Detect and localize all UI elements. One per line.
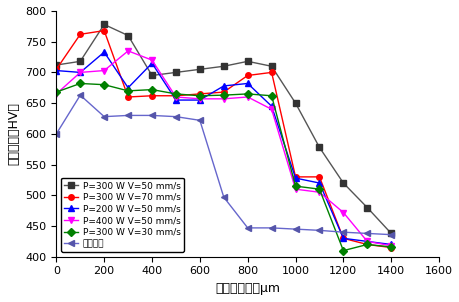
P=400 W V=50 mm/s bbox=[149, 58, 154, 62]
P=400 W V=50 mm/s bbox=[101, 69, 106, 72]
Line: P=200 W V=50 mm/s: P=200 W V=50 mm/s bbox=[53, 49, 393, 247]
P=300 W V=30 mm/s bbox=[101, 83, 106, 86]
未经处理 bbox=[268, 226, 274, 230]
P=200 W V=50 mm/s bbox=[244, 82, 250, 85]
P=400 W V=50 mm/s bbox=[364, 239, 369, 243]
未经处理 bbox=[292, 227, 297, 231]
P=300 W V=70 mm/s bbox=[244, 74, 250, 77]
P=300 W V=30 mm/s bbox=[316, 187, 321, 191]
Line: P=400 W V=50 mm/s: P=400 W V=50 mm/s bbox=[53, 48, 393, 249]
P=300 W V=70 mm/s bbox=[77, 33, 83, 36]
P=400 W V=50 mm/s bbox=[292, 187, 297, 191]
Line: 未经处理: 未经处理 bbox=[53, 92, 393, 237]
P=300 W V=50 mm/s bbox=[268, 64, 274, 68]
P=300 W V=70 mm/s bbox=[125, 95, 130, 99]
P=300 W V=50 mm/s bbox=[316, 146, 321, 149]
Line: P=300 W V=70 mm/s: P=300 W V=70 mm/s bbox=[53, 28, 393, 250]
P=300 W V=50 mm/s bbox=[220, 64, 226, 68]
P=200 W V=50 mm/s bbox=[101, 50, 106, 54]
未经处理 bbox=[173, 115, 178, 118]
未经处理 bbox=[220, 195, 226, 199]
P=300 W V=70 mm/s bbox=[387, 246, 393, 249]
P=300 W V=50 mm/s bbox=[77, 59, 83, 63]
P=300 W V=70 mm/s bbox=[364, 243, 369, 246]
P=300 W V=70 mm/s bbox=[316, 175, 321, 179]
P=200 W V=50 mm/s bbox=[387, 243, 393, 246]
P=200 W V=50 mm/s bbox=[196, 98, 202, 102]
P=300 W V=70 mm/s bbox=[220, 90, 226, 94]
Y-axis label: 显微硬度（HV）: 显微硬度（HV） bbox=[7, 102, 20, 165]
X-axis label: 距表面距离／μm: 距表面距离／μm bbox=[215, 282, 280, 295]
P=300 W V=50 mm/s bbox=[125, 34, 130, 37]
P=300 W V=50 mm/s bbox=[340, 181, 345, 185]
P=400 W V=50 mm/s bbox=[196, 97, 202, 101]
P=300 W V=70 mm/s bbox=[196, 92, 202, 96]
P=300 W V=30 mm/s bbox=[364, 243, 369, 246]
P=300 W V=50 mm/s bbox=[292, 101, 297, 105]
P=400 W V=50 mm/s bbox=[173, 95, 178, 99]
P=400 W V=50 mm/s bbox=[387, 244, 393, 248]
P=300 W V=50 mm/s bbox=[364, 206, 369, 209]
P=200 W V=50 mm/s bbox=[173, 98, 178, 102]
P=300 W V=30 mm/s bbox=[77, 82, 83, 85]
未经处理 bbox=[340, 230, 345, 234]
未经处理 bbox=[387, 233, 393, 236]
P=300 W V=30 mm/s bbox=[196, 94, 202, 98]
未经处理 bbox=[364, 232, 369, 235]
P=300 W V=50 mm/s bbox=[387, 232, 393, 235]
P=200 W V=50 mm/s bbox=[292, 176, 297, 180]
P=400 W V=50 mm/s bbox=[316, 191, 321, 194]
P=300 W V=30 mm/s bbox=[292, 184, 297, 188]
P=300 W V=70 mm/s bbox=[101, 29, 106, 32]
P=400 W V=50 mm/s bbox=[220, 97, 226, 101]
P=300 W V=30 mm/s bbox=[125, 89, 130, 93]
P=200 W V=50 mm/s bbox=[53, 69, 59, 72]
未经处理 bbox=[125, 114, 130, 117]
P=300 W V=30 mm/s bbox=[268, 94, 274, 98]
Line: P=300 W V=30 mm/s: P=300 W V=30 mm/s bbox=[53, 81, 393, 253]
P=300 W V=50 mm/s bbox=[244, 59, 250, 63]
P=200 W V=50 mm/s bbox=[220, 84, 226, 88]
P=300 W V=30 mm/s bbox=[340, 249, 345, 252]
P=300 W V=50 mm/s bbox=[149, 74, 154, 77]
未经处理 bbox=[316, 229, 321, 232]
P=300 W V=30 mm/s bbox=[387, 245, 393, 249]
P=400 W V=50 mm/s bbox=[244, 95, 250, 99]
P=300 W V=50 mm/s bbox=[53, 63, 59, 67]
P=300 W V=30 mm/s bbox=[149, 88, 154, 92]
P=300 W V=70 mm/s bbox=[340, 236, 345, 240]
P=200 W V=50 mm/s bbox=[268, 104, 274, 108]
P=400 W V=50 mm/s bbox=[268, 108, 274, 111]
P=300 W V=70 mm/s bbox=[53, 68, 59, 71]
P=300 W V=70 mm/s bbox=[173, 94, 178, 98]
P=300 W V=30 mm/s bbox=[53, 90, 59, 94]
未经处理 bbox=[244, 226, 250, 230]
P=300 W V=70 mm/s bbox=[292, 175, 297, 179]
P=200 W V=50 mm/s bbox=[316, 181, 321, 185]
P=400 W V=50 mm/s bbox=[53, 92, 59, 96]
P=300 W V=30 mm/s bbox=[244, 92, 250, 96]
未经处理 bbox=[149, 114, 154, 117]
P=300 W V=50 mm/s bbox=[101, 23, 106, 26]
P=400 W V=50 mm/s bbox=[77, 71, 83, 74]
未经处理 bbox=[196, 118, 202, 122]
P=200 W V=50 mm/s bbox=[340, 236, 345, 240]
P=300 W V=30 mm/s bbox=[173, 92, 178, 96]
P=300 W V=70 mm/s bbox=[268, 71, 274, 74]
P=200 W V=50 mm/s bbox=[149, 61, 154, 65]
P=200 W V=50 mm/s bbox=[125, 86, 130, 90]
P=200 W V=50 mm/s bbox=[364, 239, 369, 243]
P=300 W V=50 mm/s bbox=[196, 68, 202, 71]
未经处理 bbox=[53, 132, 59, 136]
Line: P=300 W V=50 mm/s: P=300 W V=50 mm/s bbox=[53, 22, 393, 236]
Legend: P=300 W V=50 mm/s, P=300 W V=70 mm/s, P=200 W V=50 mm/s, P=400 W V=50 mm/s, P=30: P=300 W V=50 mm/s, P=300 W V=70 mm/s, P=… bbox=[61, 178, 184, 252]
P=300 W V=50 mm/s bbox=[173, 71, 178, 74]
P=200 W V=50 mm/s bbox=[77, 71, 83, 74]
P=400 W V=50 mm/s bbox=[340, 211, 345, 214]
P=300 W V=70 mm/s bbox=[149, 94, 154, 98]
未经处理 bbox=[77, 93, 83, 97]
P=400 W V=50 mm/s bbox=[125, 49, 130, 53]
P=300 W V=30 mm/s bbox=[220, 93, 226, 97]
未经处理 bbox=[101, 115, 106, 118]
